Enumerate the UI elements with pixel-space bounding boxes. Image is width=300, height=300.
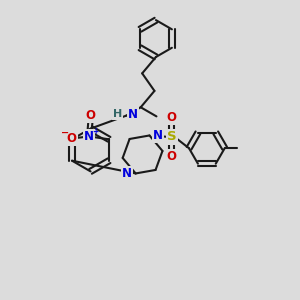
Text: N: N xyxy=(122,167,132,180)
Text: O: O xyxy=(67,132,76,145)
Text: N: N xyxy=(84,130,94,143)
Text: O: O xyxy=(167,111,177,124)
Text: S: S xyxy=(167,130,177,143)
Text: O: O xyxy=(85,109,95,122)
Text: N: N xyxy=(128,108,138,121)
Text: N: N xyxy=(153,129,163,142)
Text: +: + xyxy=(92,127,98,136)
Text: H: H xyxy=(112,109,122,119)
Text: O: O xyxy=(167,150,177,163)
Text: −: − xyxy=(61,128,69,138)
